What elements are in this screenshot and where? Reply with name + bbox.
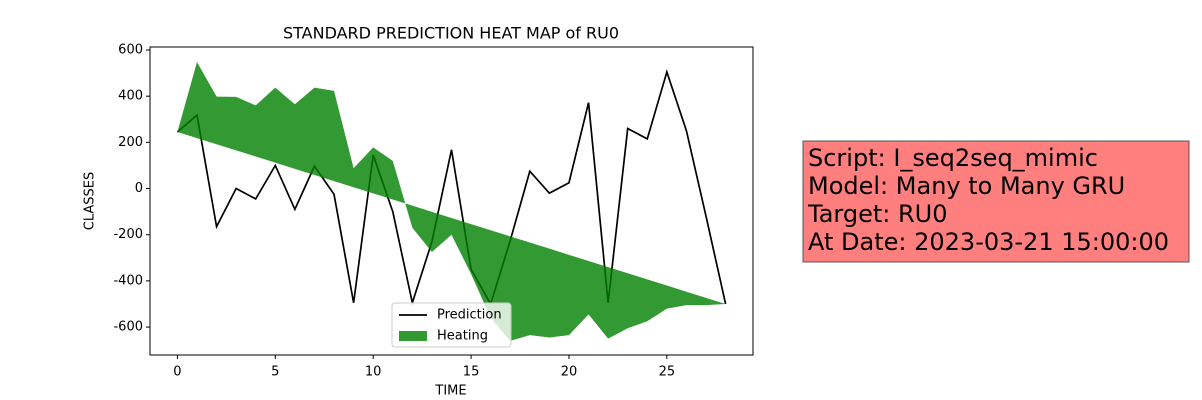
x-tick-label: 25 bbox=[659, 365, 676, 380]
y-axis-label: CLASSES bbox=[83, 172, 98, 230]
x-axis-label: TIME bbox=[434, 384, 466, 399]
legend-swatch bbox=[399, 331, 427, 341]
plot-frame bbox=[149, 46, 754, 356]
y-tick-label: 0 bbox=[135, 181, 143, 196]
y-tick-label: 600 bbox=[118, 43, 143, 58]
x-tick-label: 20 bbox=[561, 365, 578, 380]
area bbox=[177, 62, 726, 341]
line bbox=[176, 69, 727, 307]
legend-label: Prediction bbox=[437, 308, 502, 323]
info-line: Script: I_seq2seq_mimic bbox=[808, 144, 1098, 172]
y-tick-label: -400 bbox=[113, 273, 143, 288]
y-tick-label: 400 bbox=[118, 89, 143, 104]
info-box bbox=[802, 140, 1190, 263]
x-tick-label: 10 bbox=[365, 365, 382, 380]
x-tick-label: 15 bbox=[463, 365, 480, 380]
info-line: At Date: 2023-03-21 15:00:00 bbox=[808, 228, 1169, 256]
legend-label: Heating bbox=[437, 329, 488, 344]
chart-title: STANDARD PREDICTION HEAT MAP of RU0 bbox=[283, 24, 619, 43]
y-tick-label: 200 bbox=[118, 135, 143, 150]
x-tick-label: 5 bbox=[271, 365, 279, 380]
x-tick-label: 0 bbox=[173, 365, 181, 380]
y-tick-label: -600 bbox=[113, 320, 143, 335]
y-tick-label: -200 bbox=[113, 227, 143, 242]
info-line: Model: Many to Many GRU bbox=[808, 172, 1125, 200]
info-line: Target: RU0 bbox=[807, 200, 947, 228]
